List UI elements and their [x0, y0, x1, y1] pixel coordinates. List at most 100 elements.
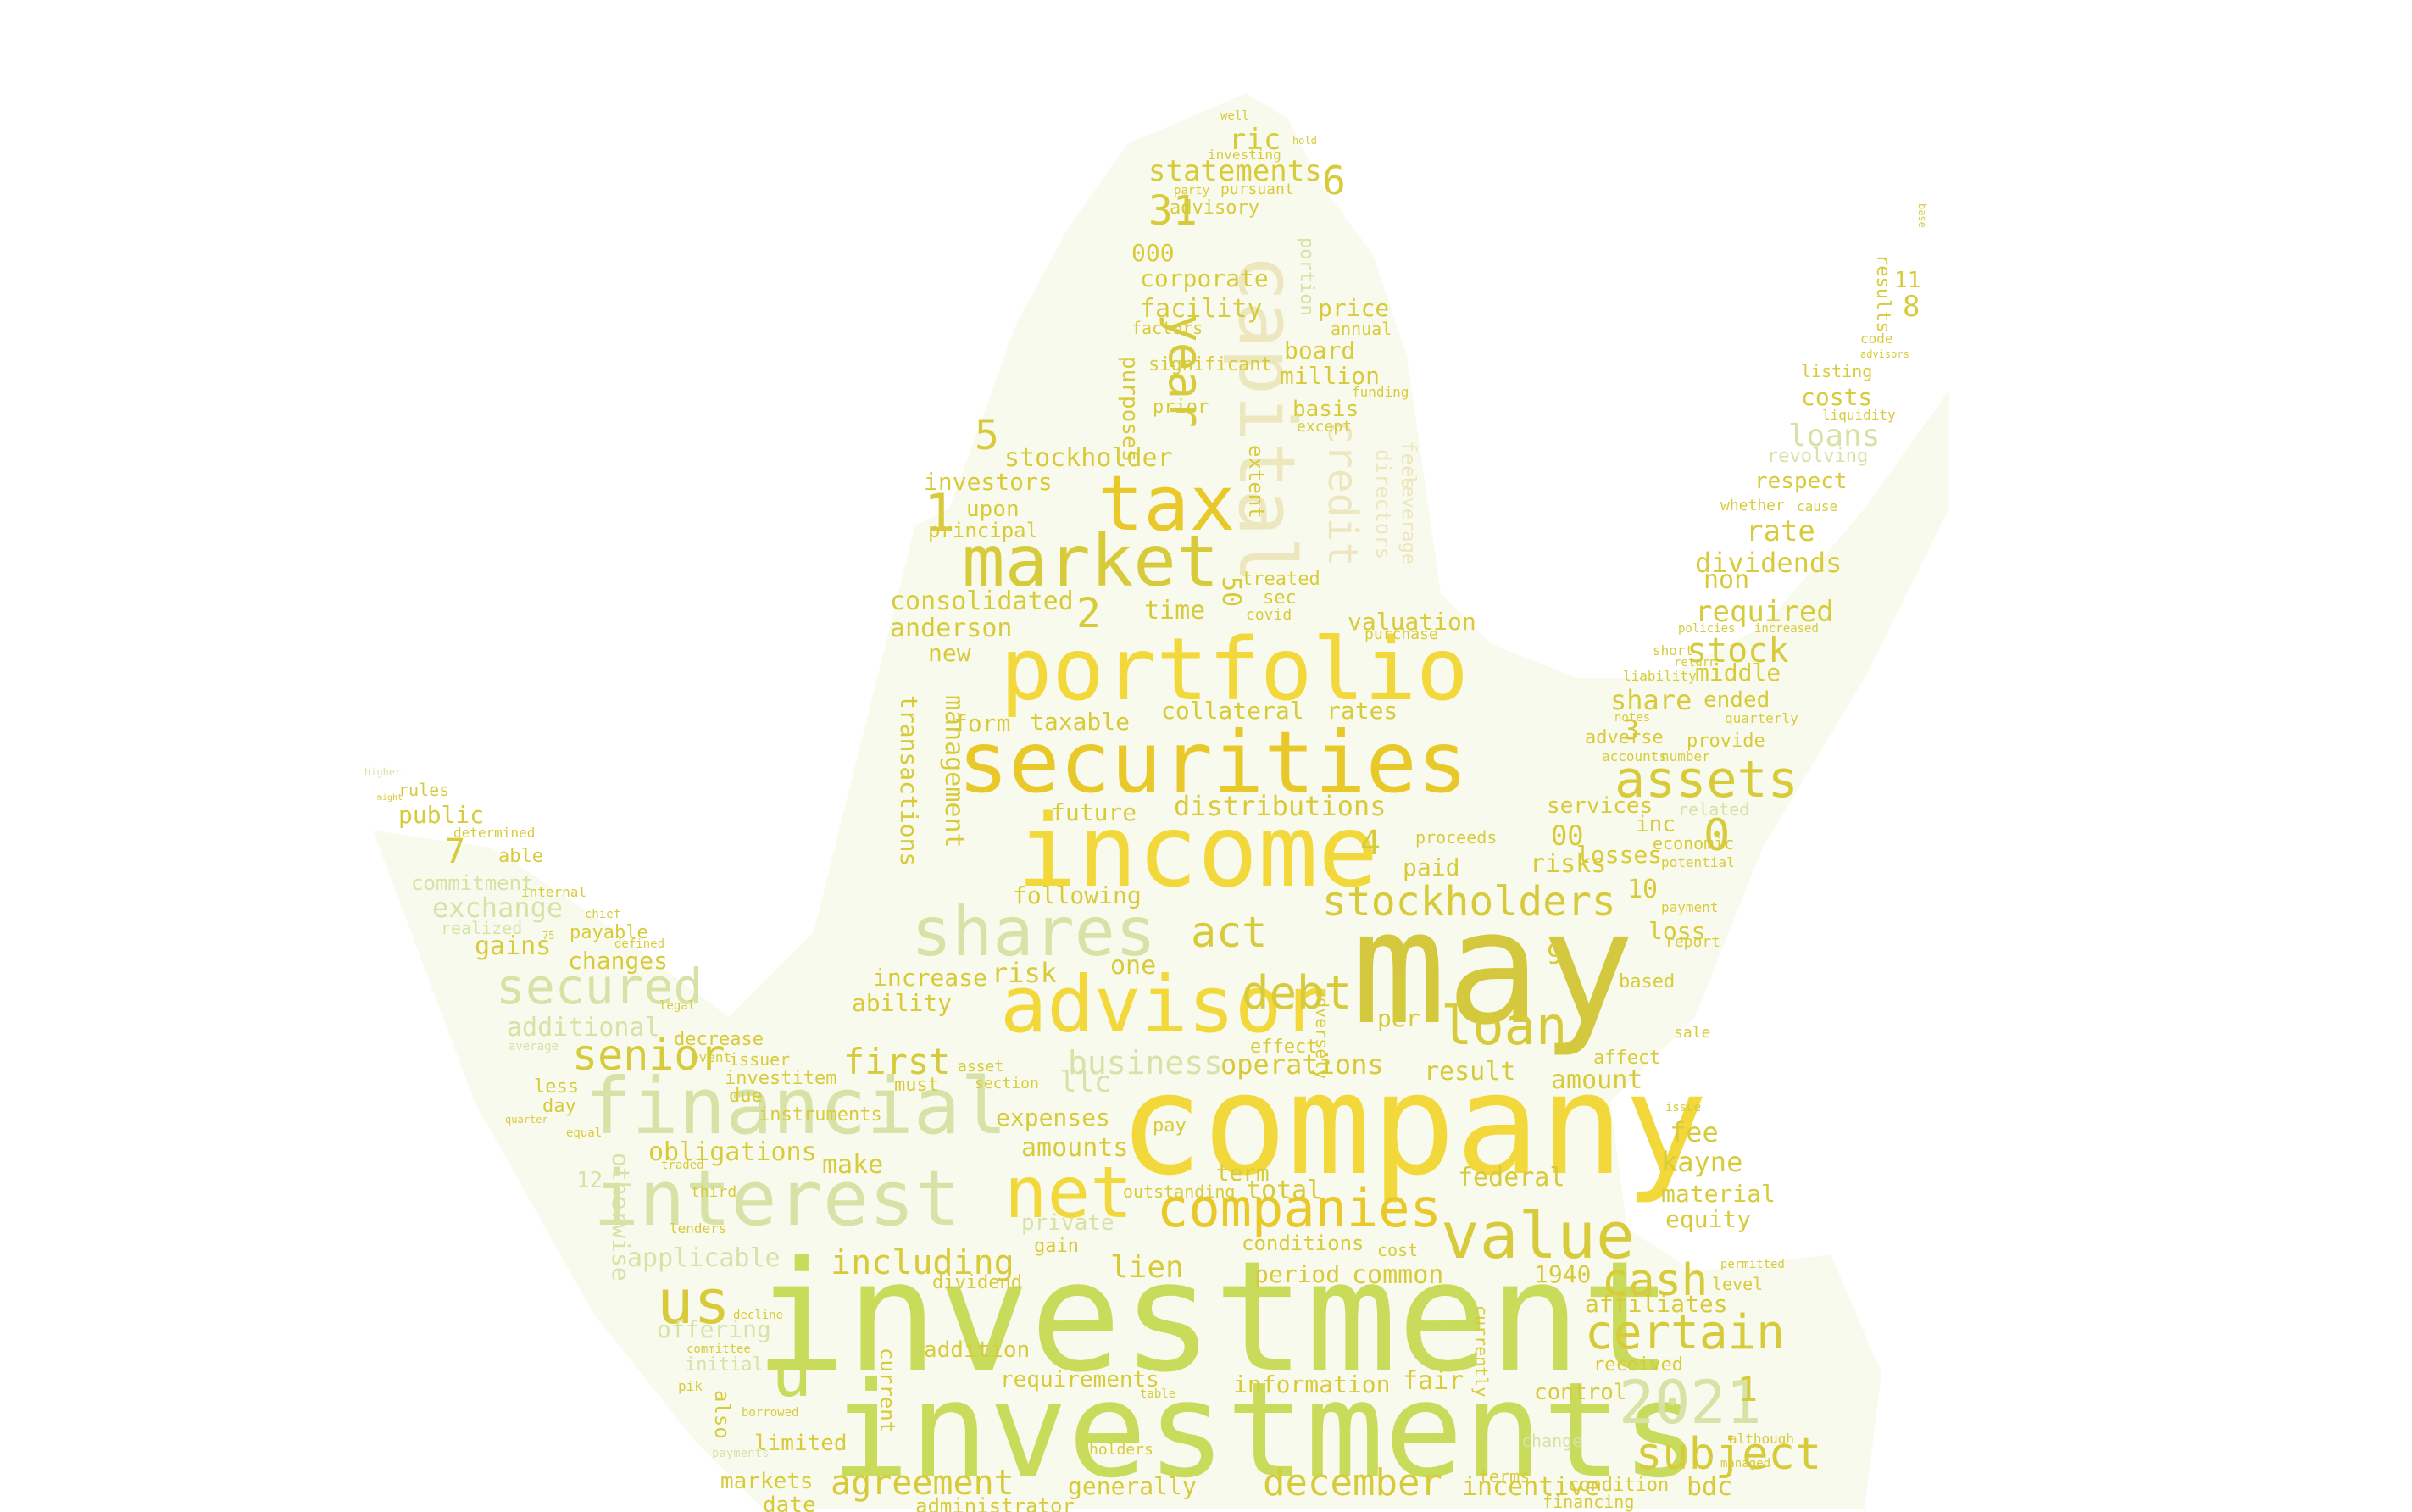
word: provide	[1687, 731, 1765, 752]
word: equity	[1665, 1205, 1752, 1233]
word: advisors	[1860, 348, 1909, 360]
word: quarterly	[1725, 710, 1798, 726]
word: base	[1916, 203, 1928, 228]
word: business	[1068, 1044, 1224, 1081]
word: credit	[1319, 420, 1366, 567]
word: new	[928, 639, 971, 667]
word: extent	[1244, 445, 1268, 519]
word: issue	[1665, 1101, 1702, 1115]
word: one	[1110, 951, 1157, 981]
word: prior	[1153, 397, 1209, 418]
word: except	[1297, 418, 1353, 436]
word: pik	[678, 1378, 703, 1394]
word: ric	[1229, 123, 1281, 157]
word: tax	[1098, 459, 1236, 548]
word: decline	[733, 1309, 784, 1322]
shape-silhouette	[373, 93, 1949, 1509]
word: managed	[1720, 1457, 1771, 1470]
word: required	[1695, 595, 1834, 629]
word: december	[1263, 1461, 1442, 1504]
word: code	[1860, 331, 1893, 347]
word: 12	[576, 1168, 603, 1193]
word: basis	[1292, 397, 1359, 422]
word: results	[1872, 254, 1893, 333]
word: based	[1619, 971, 1676, 992]
word: decrease	[674, 1029, 764, 1050]
word: terms	[1479, 1466, 1531, 1487]
word: secured	[496, 958, 703, 1015]
word: sec	[1263, 587, 1297, 609]
word: addition	[924, 1337, 1031, 1363]
word: leverage	[1398, 475, 1419, 564]
word: 00	[1551, 820, 1584, 852]
word: treated	[1242, 569, 1320, 590]
word: ended	[1703, 687, 1770, 713]
word: traded	[661, 1159, 704, 1172]
word: dividends	[1695, 547, 1842, 579]
word: time	[1144, 596, 1206, 625]
word: 9	[1547, 938, 1564, 970]
word: whether	[1720, 497, 1785, 514]
word: 1	[924, 482, 956, 544]
word: board	[1284, 336, 1356, 364]
word: term	[1216, 1161, 1270, 1187]
word: taxable	[1030, 708, 1131, 736]
word: lien	[1110, 1250, 1184, 1285]
word: financial	[585, 1061, 1008, 1152]
word: obligations	[648, 1137, 817, 1167]
word: including	[831, 1243, 1014, 1282]
word: applicable	[627, 1243, 781, 1273]
word: proceeds	[1415, 827, 1498, 848]
word: instruments	[759, 1104, 882, 1126]
word: non	[1703, 565, 1750, 595]
word: federal	[1458, 1163, 1565, 1192]
word: offering	[657, 1315, 771, 1343]
word: cost	[1377, 1240, 1419, 1260]
word: valuation	[1348, 608, 1476, 636]
word: incentive	[1462, 1472, 1600, 1502]
word: generally	[1068, 1472, 1197, 1500]
word: fees	[1397, 441, 1420, 490]
word: section	[975, 1075, 1039, 1092]
word: commitment	[411, 871, 534, 895]
word: subject	[1636, 1429, 1822, 1480]
word: portfolio	[1000, 620, 1469, 720]
word: llc	[1059, 1065, 1112, 1099]
word: stock	[1687, 631, 1789, 670]
word: also	[710, 1390, 734, 1439]
word: 10	[1627, 875, 1659, 904]
word: currently	[1471, 1305, 1492, 1398]
word: liquidity	[1822, 407, 1896, 423]
word: higher	[364, 766, 402, 778]
word: dividend	[932, 1272, 1022, 1293]
word: permitted	[1720, 1258, 1785, 1271]
word: rates	[1326, 697, 1398, 725]
word: notes	[1614, 711, 1651, 725]
word: legal	[659, 999, 696, 1013]
word: fair	[1403, 1366, 1464, 1396]
word: purchase	[1364, 625, 1438, 643]
word: costs	[1801, 383, 1873, 411]
word: advisory	[1170, 197, 1259, 219]
word: 3	[1623, 714, 1640, 746]
word: increase	[873, 964, 987, 992]
word: market	[962, 520, 1220, 603]
word: result	[1424, 1057, 1516, 1087]
word: interest	[593, 1154, 961, 1243]
word: upon	[966, 497, 1020, 522]
word: date	[763, 1493, 816, 1512]
word: company	[1119, 1043, 1709, 1206]
word: securities	[958, 713, 1469, 812]
word: sale	[1674, 1024, 1711, 1042]
word: able	[498, 846, 543, 867]
word: significant	[1148, 354, 1272, 375]
word: initial	[685, 1354, 764, 1376]
word: event	[691, 1049, 732, 1065]
word: potential	[1661, 854, 1735, 870]
word: inc	[1636, 812, 1676, 837]
word: 6	[1322, 158, 1346, 203]
word: administrator	[915, 1494, 1075, 1512]
word: investitem	[725, 1068, 837, 1089]
word: might	[377, 793, 403, 803]
